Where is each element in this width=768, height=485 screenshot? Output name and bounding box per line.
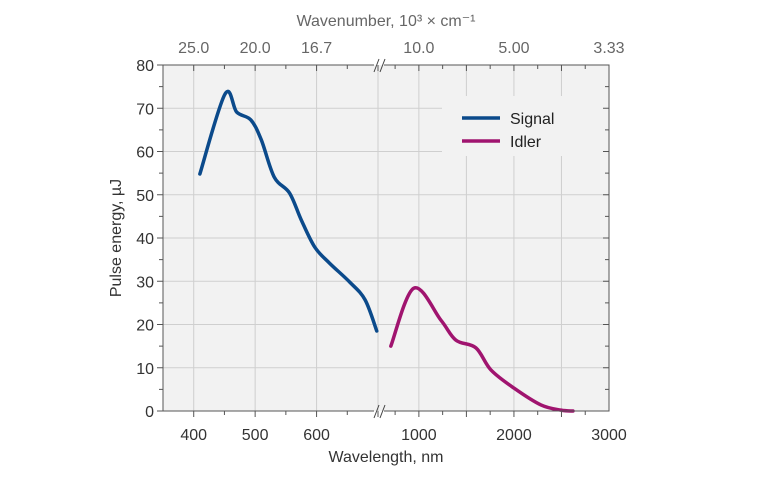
- legend: Signal Idler: [442, 96, 608, 156]
- axis-frame-left: [162, 64, 374, 412]
- x-tick-label: 1000: [401, 427, 437, 444]
- legend-label-idler: Idler: [510, 134, 542, 151]
- x-tick-label: 400: [180, 427, 207, 444]
- top-tick-label: 16.7: [301, 40, 332, 57]
- y-tick-label: 20: [136, 318, 154, 335]
- y-tick-label: 80: [136, 58, 154, 75]
- y-axis-title: Pulse energy, µJ: [108, 179, 125, 297]
- axis-break-mark: [373, 58, 380, 73]
- x-axis-title: Wavelength, nm: [328, 449, 443, 466]
- y-tick-label: 10: [136, 361, 154, 378]
- top-tick-label: 10.0: [403, 40, 434, 57]
- legend-label-signal: Signal: [510, 111, 554, 128]
- axis-break-mark: [373, 404, 380, 419]
- axis-break-mark: [379, 58, 386, 73]
- x-tick-label: 600: [303, 427, 330, 444]
- top-tick-label: 20.0: [240, 40, 271, 57]
- x-tick-label: 3000: [591, 427, 627, 444]
- top-axis-title: Wavenumber, 10³ × cm⁻¹: [296, 13, 475, 30]
- axes: 0 10 20 30 40 50 60 70 80 400 500 600 1000 2000 3000 25…: [136, 40, 627, 444]
- x-tick-label: 500: [242, 427, 269, 444]
- series-line-idler: [389, 286, 575, 413]
- y-tick-label: 30: [136, 274, 154, 291]
- top-tick-label: 5.00: [498, 40, 529, 57]
- y-tick-label: 70: [136, 101, 154, 118]
- y-tick-label: 40: [136, 231, 154, 248]
- y-tick-label: 50: [136, 188, 154, 205]
- series-line-signal: [198, 89, 379, 333]
- y-tick-label: 0: [145, 404, 154, 421]
- top-tick-label: 3.33: [593, 40, 624, 57]
- top-tick-label: 25.0: [178, 40, 209, 57]
- axis-break-mark: [379, 404, 386, 419]
- x-tick-label: 2000: [496, 427, 532, 444]
- axis-frame-right: [384, 64, 610, 412]
- series: [198, 89, 575, 413]
- legend-box: [442, 96, 608, 156]
- y-tick-label: 60: [136, 145, 154, 162]
